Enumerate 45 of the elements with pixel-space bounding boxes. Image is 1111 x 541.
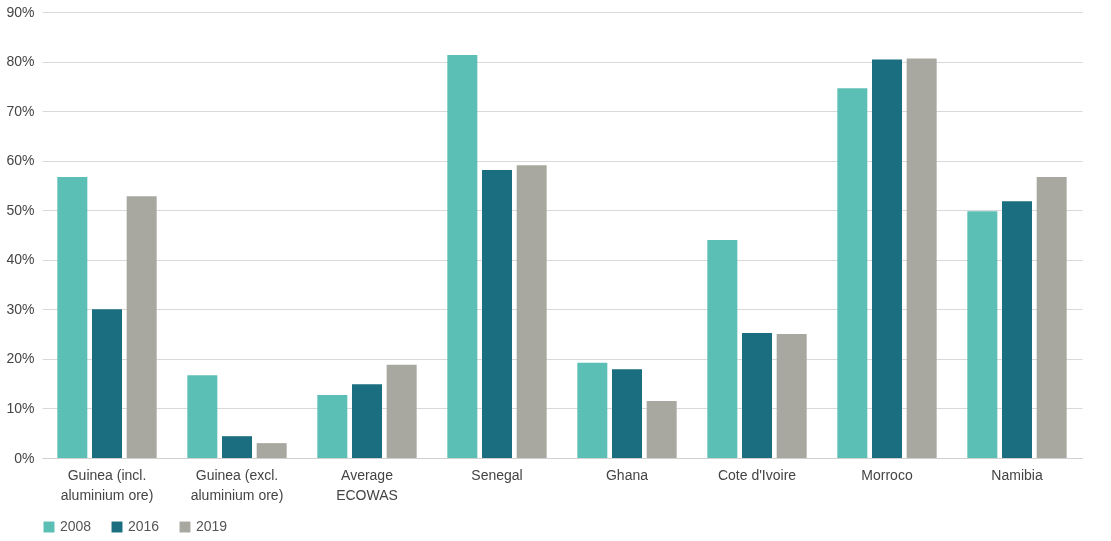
bar [906,58,937,458]
bar [222,436,252,458]
bar [742,333,772,458]
y-tick-label: 70% [6,102,35,119]
bar [187,375,218,458]
y-tick-label: 0% [14,449,35,466]
bar [577,362,608,458]
bar [57,177,88,458]
bar [707,239,738,458]
y-tick-label: 90% [6,3,35,20]
x-tick-label: Namibia [991,466,1043,483]
x-tick-label: Senegal [471,466,523,483]
x-tick-label: Cote d'Ivoire [717,466,797,483]
bar [92,309,122,458]
y-tick-label: 10% [6,399,35,416]
bar [256,443,287,458]
bar [612,369,642,458]
x-tick-label: Guinea (excl. aluminium ore) [190,466,284,503]
y-tick-label: 50% [6,201,35,218]
x-tick-label: Average ECOWAS [336,466,398,503]
y-tick-label: 30% [6,300,35,317]
bar [482,170,512,458]
bar [317,395,348,458]
x-tick-label: Guinea (incl. aluminium ore) [60,466,154,503]
bar [447,55,478,458]
bar [516,165,547,458]
y-tick-label: 60% [6,152,35,169]
bar [386,364,417,458]
bar [126,196,157,458]
bar [1036,177,1067,458]
y-tick-label: 40% [6,251,35,268]
x-tick-label: Morroco [861,466,913,483]
legend-label: 2008 [60,518,92,534]
x-tick-label: Ghana [605,466,649,483]
bar [1002,201,1032,458]
bar [967,211,998,458]
legend-label: 2019 [196,518,228,534]
bar [837,88,868,458]
y-tick-label: 20% [6,350,35,367]
bar [776,334,807,458]
bar [872,59,902,458]
y-tick-label: 80% [6,53,35,70]
legend-label: 2016 [128,518,160,534]
bar [646,401,677,458]
bar [352,384,382,458]
